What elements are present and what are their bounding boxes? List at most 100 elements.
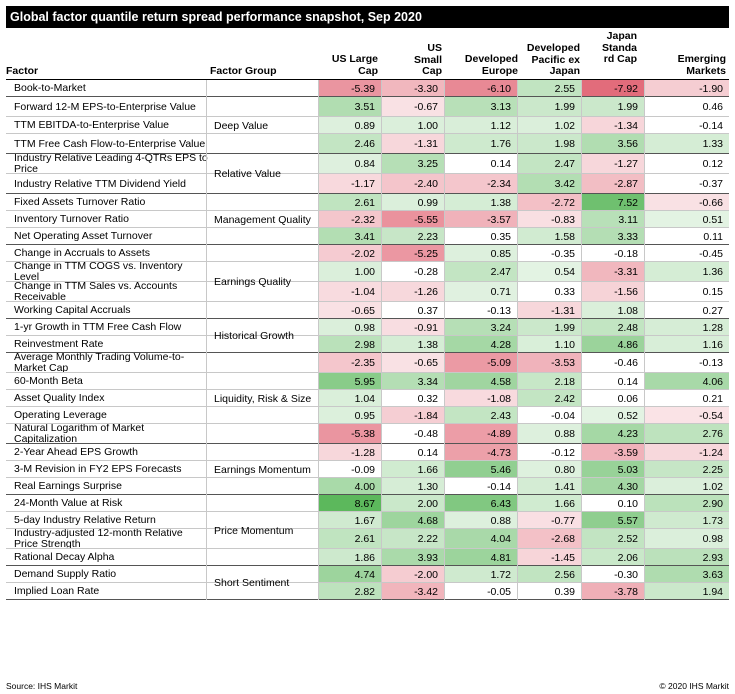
row-divider: [6, 511, 729, 512]
value-cell: 5.46: [444, 461, 517, 478]
value-cell: -0.54: [644, 407, 729, 424]
value-cell: 0.39: [517, 583, 581, 600]
value-cell: 1.28: [644, 319, 729, 336]
value-cell: -2.72: [517, 194, 581, 211]
factor-label: Change in TTM Sales vs. Accounts Receiva…: [14, 282, 178, 302]
copyright-note: © 2020 IHS Markit: [659, 681, 729, 691]
value-cell: 1.41: [517, 478, 581, 495]
factor-label: Net Operating Asset Turnover: [14, 230, 153, 242]
value-cell: 2.61: [318, 194, 381, 211]
value-cell: 1.38: [381, 336, 444, 353]
value-cell: 5.57: [581, 512, 644, 529]
value-cell: 3.93: [381, 549, 444, 566]
value-cell: -1.08: [444, 390, 517, 407]
value-cell: 1.72: [444, 566, 517, 583]
value-cell: -1.27: [581, 154, 644, 174]
value-cell: 1.16: [644, 336, 729, 353]
value-cell: 3.24: [444, 319, 517, 336]
value-cell: -2.02: [318, 245, 381, 262]
value-cell: -0.77: [517, 512, 581, 529]
value-cell: 0.99: [381, 194, 444, 211]
value-cell: 1.08: [581, 302, 644, 319]
value-cell: 2.46: [318, 134, 381, 154]
value-cell: -3.53: [517, 353, 581, 373]
value-cell: -1.56: [581, 282, 644, 302]
value-cell: -1.24: [644, 444, 729, 461]
factor-group-label: Liquidity, Risk & Size: [214, 392, 312, 405]
value-cell: -0.67: [381, 97, 444, 117]
group-divider: [6, 153, 729, 154]
value-cell: -1.31: [381, 134, 444, 154]
value-cell: 0.84: [318, 154, 381, 174]
value-cell: 2.18: [517, 373, 581, 390]
value-cell: -3.78: [581, 583, 644, 600]
value-cell: 0.27: [644, 302, 729, 319]
value-cell: 1.94: [644, 583, 729, 600]
value-cell: 1.00: [318, 262, 381, 282]
factor-group-label: Relative Value: [214, 168, 281, 180]
value-cell: 4.74: [318, 566, 381, 583]
column-divider: [318, 80, 319, 600]
header-factor-group: Factor Group: [210, 65, 277, 77]
value-cell: -1.84: [381, 407, 444, 424]
factor-label: Book-to-Market: [14, 82, 86, 94]
value-cell: -0.13: [444, 302, 517, 319]
factor-label: Change in TTM COGS vs. Inventory Level: [14, 262, 183, 282]
value-cell: -0.05: [444, 583, 517, 600]
value-cell: 2.43: [444, 407, 517, 424]
value-cell: 2.22: [381, 529, 444, 549]
row-divider: [6, 210, 729, 211]
value-cell: 0.98: [644, 529, 729, 549]
row-divider: [6, 477, 729, 478]
row-divider: [6, 389, 729, 390]
value-cell: -0.65: [318, 302, 381, 319]
factor-label: 24-Month Value at Risk: [14, 497, 123, 509]
row-divider: [6, 301, 729, 302]
header-developed-pacific: Developed Pacific ex Japan: [526, 42, 580, 77]
row-divider: [6, 406, 729, 407]
value-cell: 1.99: [517, 319, 581, 336]
factor-group-label: Management Quality: [214, 213, 311, 226]
value-cell: 2.93: [644, 549, 729, 566]
value-cell: 3.13: [444, 97, 517, 117]
column-divider: [206, 80, 207, 600]
value-cell: -0.91: [381, 319, 444, 336]
value-cell: 0.10: [581, 495, 644, 512]
group-divider: [6, 494, 729, 495]
value-cell: -4.73: [444, 444, 517, 461]
value-cell: -0.14: [644, 117, 729, 134]
value-cell: -5.39: [318, 80, 381, 97]
value-cell: -2.87: [581, 174, 644, 194]
value-cell: 0.11: [644, 228, 729, 245]
value-cell: 0.35: [444, 228, 517, 245]
value-cell: 0.98: [318, 319, 381, 336]
value-cell: 1.98: [517, 134, 581, 154]
value-cell: -0.30: [581, 566, 644, 583]
value-cell: 2.55: [517, 80, 581, 97]
value-cell: -0.28: [381, 262, 444, 282]
row-divider: [6, 281, 729, 282]
value-cell: -0.37: [644, 174, 729, 194]
value-cell: 0.15: [644, 282, 729, 302]
factor-label: Change in Accruals to Assets: [14, 247, 150, 259]
value-cell: 2.90: [644, 495, 729, 512]
factor-group-label: Price Momentum: [214, 524, 294, 537]
factor-group-label: Earnings Quality: [214, 276, 292, 288]
value-cell: -0.09: [318, 461, 381, 478]
value-cell: -2.35: [318, 353, 381, 373]
value-cell: 1.38: [444, 194, 517, 211]
value-cell: 2.06: [581, 549, 644, 566]
group-divider: [6, 244, 729, 245]
factor-label: Industry Relative Leading 4-QTRs EPS to …: [14, 154, 208, 174]
value-cell: 0.54: [517, 262, 581, 282]
value-cell: 1.12: [444, 117, 517, 134]
value-cell: -1.34: [581, 117, 644, 134]
value-cell: 2.82: [318, 583, 381, 600]
value-cell: 2.56: [517, 566, 581, 583]
row-divider: [6, 261, 729, 262]
value-cell: 2.48: [581, 319, 644, 336]
value-cell: -2.40: [381, 174, 444, 194]
value-cell: 5.03: [581, 461, 644, 478]
value-cell: -2.68: [517, 529, 581, 549]
group-divider: [6, 443, 729, 444]
